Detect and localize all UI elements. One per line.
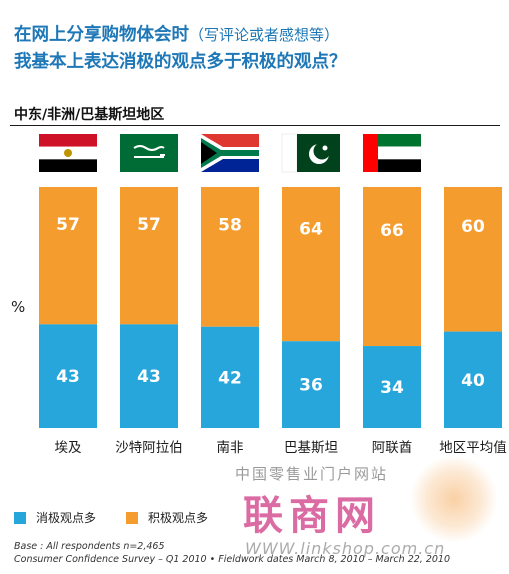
y-axis-label: % xyxy=(11,298,26,316)
data-label-positive: 60 xyxy=(461,217,485,237)
legend: 消极观点多 积极观点多 xyxy=(14,509,238,526)
bar-negative xyxy=(363,346,421,428)
legend-swatch-negative xyxy=(14,511,26,524)
legend-swatch-positive xyxy=(126,511,139,524)
uae-flag xyxy=(362,134,422,172)
south-africa-flag xyxy=(201,134,259,172)
pakistan-flag xyxy=(281,133,340,173)
bar-positive xyxy=(444,187,502,332)
legend-item-positive: 积极观点多 xyxy=(126,509,208,526)
category-label: 埃及 xyxy=(55,440,82,456)
bar-negative xyxy=(444,331,502,428)
bar-negative xyxy=(282,341,340,428)
footnote-base: Base : All respondents n=2,465 xyxy=(14,541,165,552)
category-label: 地区平均值 xyxy=(439,440,507,456)
bar-negative xyxy=(39,324,97,428)
data-label-positive: 66 xyxy=(380,221,404,241)
legend-label-negative: 消极观点多 xyxy=(36,511,97,525)
bar-positive xyxy=(201,187,259,327)
category-label: 南非 xyxy=(217,440,244,456)
title-line1-paren: （写评论或者感想等） xyxy=(189,26,340,44)
data-label-positive: 57 xyxy=(56,215,80,235)
data-label-positive: 57 xyxy=(137,215,161,235)
chart-title: 在网上分享购物体会时（写评论或者感想等） 我基本上表达消极的观点多于积极的观点？ xyxy=(14,22,494,76)
legend-item-negative: 消极观点多 xyxy=(14,509,96,526)
title-line1-main: 在网上分享购物体会时 xyxy=(14,25,189,45)
data-label-negative: 34 xyxy=(380,378,404,398)
category-label: 阿联酋 xyxy=(372,439,413,456)
bar-positive xyxy=(120,187,178,325)
footnote-survey: Consumer Confidence Survey – Q1 2010 • F… xyxy=(14,554,450,565)
data-label-negative: 42 xyxy=(218,368,242,388)
saudi-flag xyxy=(120,134,178,172)
data-label-negative: 43 xyxy=(56,367,80,387)
data-label-positive: 64 xyxy=(299,220,323,240)
region-label: 中东/非洲/巴基斯坦地区 xyxy=(14,107,165,123)
data-label-negative: 43 xyxy=(137,367,161,387)
legend-label-positive: 积极观点多 xyxy=(148,511,209,525)
title-line2: 我基本上表达消极的观点多于积极的观点？ xyxy=(14,52,347,72)
data-label-negative: 36 xyxy=(299,376,323,396)
bar-positive xyxy=(363,187,421,347)
bar-positive xyxy=(282,187,340,342)
bar-positive xyxy=(39,187,97,325)
divider-rule xyxy=(10,125,500,126)
data-label-negative: 40 xyxy=(461,371,485,391)
footnote: Base : All respondents n=2,465 Consumer … xyxy=(14,540,494,566)
egypt-flag xyxy=(39,134,97,172)
data-label-positive: 58 xyxy=(218,216,242,236)
category-label: 沙特阿拉伯 xyxy=(115,440,183,456)
bar-negative xyxy=(201,326,259,428)
bar-negative xyxy=(120,324,178,428)
category-label: 巴基斯坦 xyxy=(284,439,338,456)
